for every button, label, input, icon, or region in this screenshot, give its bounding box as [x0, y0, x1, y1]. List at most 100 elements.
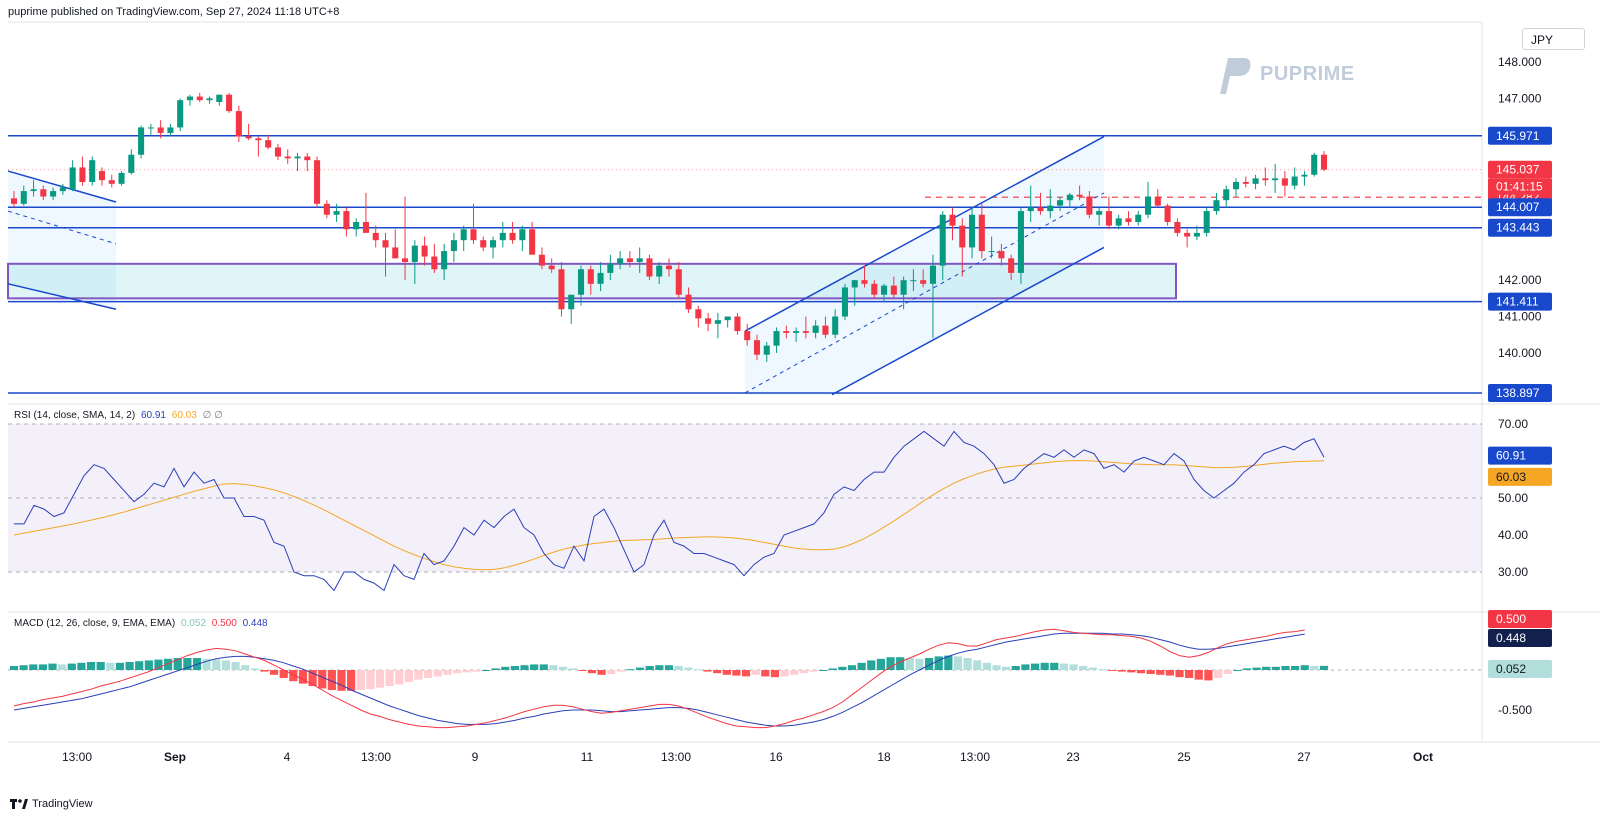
- macd-histogram-bar: [414, 670, 423, 680]
- macd-histogram-bar: [616, 670, 625, 672]
- candle-body: [783, 331, 790, 333]
- macd-histogram-bar: [607, 670, 616, 674]
- candle-body: [108, 180, 115, 184]
- time-tick-label: 9: [472, 750, 479, 764]
- candle-body: [685, 294, 692, 310]
- macd-histogram-bar: [664, 665, 674, 670]
- macd-histogram-bar: [1223, 670, 1232, 674]
- rsi-sma-value: 60.03: [171, 410, 197, 421]
- macd-histogram-bar: [173, 658, 182, 670]
- macd-histogram-bar: [96, 662, 105, 670]
- candle-body: [529, 229, 536, 255]
- candle-body: [822, 325, 829, 335]
- macd-histogram-bar: [992, 665, 1001, 670]
- candle-body: [949, 214, 956, 226]
- candle-body: [304, 156, 311, 161]
- candle-body: [402, 258, 409, 262]
- macd-histogram-bar: [86, 662, 96, 670]
- currency-selector[interactable]: JPY: [1522, 28, 1585, 50]
- candle-body: [773, 331, 780, 346]
- macd-histogram-bar: [1165, 670, 1174, 676]
- candle-body: [382, 240, 389, 248]
- macd-histogram-bar: [558, 666, 568, 670]
- macd-histogram-bar: [1136, 670, 1146, 674]
- macd-histogram-bar: [857, 662, 866, 670]
- left-channel-mid-line: [7, 210, 117, 245]
- candle-body: [372, 232, 379, 241]
- macd-histogram-bar: [144, 660, 153, 670]
- candle-body: [548, 265, 555, 270]
- macd-histogram-bar: [135, 661, 144, 670]
- candle-body: [597, 272, 604, 284]
- candle-body: [40, 189, 47, 197]
- macd-histogram-bar: [722, 670, 731, 675]
- rsi-value: 60.91: [140, 410, 166, 421]
- rsi-extra-value: ∅ ∅: [202, 410, 223, 421]
- candle-body: [30, 189, 37, 192]
- candle-body: [450, 240, 457, 252]
- price-label-text: 141.411: [1496, 295, 1539, 309]
- candle-body: [167, 127, 174, 133]
- candle-body: [79, 167, 86, 182]
- macd-histogram-bar: [780, 670, 789, 677]
- macd-histogram-bar: [587, 670, 597, 674]
- candle-body: [98, 171, 106, 181]
- macd-histogram-bar: [366, 670, 375, 690]
- rising-channel-bottom-line: [831, 246, 1105, 396]
- macd-histogram-bar: [202, 658, 211, 670]
- tradingview-footer[interactable]: TradingView: [10, 798, 93, 810]
- rsi-line: [14, 430, 1325, 592]
- macd-histogram-bar: [1319, 665, 1329, 670]
- candle-body: [1115, 218, 1122, 226]
- candle-body: [959, 225, 966, 248]
- macd-value-label: 0.500: [1496, 612, 1526, 626]
- time-tick-label: 11: [581, 750, 594, 764]
- macd-histogram-bar: [260, 670, 269, 672]
- price-label-box: 145.037: [1488, 160, 1552, 179]
- candle-body: [411, 245, 418, 262]
- candle-body: [1027, 207, 1034, 212]
- time-tick-label: 13:00: [661, 750, 691, 764]
- macd-histogram-bar: [770, 670, 780, 678]
- candle-body: [577, 269, 585, 295]
- macd-histogram-bar: [164, 658, 173, 670]
- macd-histogram-bar: [510, 666, 519, 670]
- price-tick-label: 141.000: [1498, 310, 1542, 324]
- candle-body: [480, 240, 487, 248]
- macd-histogram-bar: [1213, 670, 1223, 678]
- candle-body: [1320, 154, 1328, 170]
- candle-body: [138, 127, 145, 155]
- price-label-box: 138.897: [1488, 384, 1552, 402]
- rsi-value-label: 60.91: [1496, 449, 1526, 463]
- price-label-text: 145.971: [1496, 129, 1540, 143]
- macd-histogram-bar: [1098, 669, 1107, 671]
- macd-tick-label: -0.500: [1498, 703, 1532, 717]
- macd-histogram-bar: [375, 670, 385, 688]
- candle-body: [1086, 196, 1093, 215]
- macd-histogram-bar: [452, 670, 462, 674]
- candle-body: [255, 138, 262, 141]
- macd-histogram-bar: [973, 660, 982, 670]
- macd-value-box: [1488, 629, 1552, 647]
- candle-body: [245, 136, 252, 139]
- candle-body: [724, 316, 731, 321]
- price-label-bg: [1488, 292, 1552, 311]
- macd-histogram-bar: [828, 668, 837, 670]
- macd-histogram-bar: [578, 670, 587, 671]
- candle-body: [910, 280, 917, 282]
- macd-histogram-bar: [154, 659, 163, 670]
- candle-body: [509, 232, 516, 241]
- candle-body: [343, 211, 350, 230]
- rsi-tick-label: 40.00: [1498, 528, 1528, 542]
- macd-histogram-bar: [530, 664, 539, 670]
- candle-body: [284, 156, 291, 159]
- macd-histogram-bar: [915, 658, 924, 670]
- candle-body: [714, 320, 721, 324]
- price-label-bg: [1488, 160, 1552, 179]
- macd-histogram-bar: [674, 666, 683, 670]
- macd-histogram-bar: [934, 656, 943, 670]
- macd-histogram-bar: [1300, 665, 1309, 670]
- macd-histogram-bar: [1127, 670, 1136, 673]
- candle-body: [802, 331, 809, 333]
